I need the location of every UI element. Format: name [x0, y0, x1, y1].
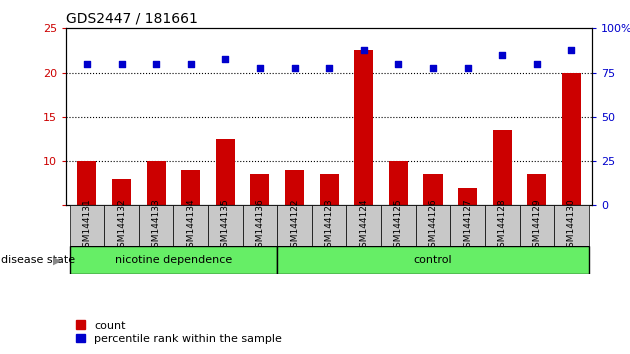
- Bar: [562, 73, 581, 205]
- FancyBboxPatch shape: [104, 205, 139, 246]
- Bar: [251, 175, 270, 205]
- Point: [117, 61, 127, 67]
- Bar: [147, 161, 166, 205]
- Point: [151, 61, 161, 67]
- FancyBboxPatch shape: [173, 205, 208, 246]
- Text: GDS2447 / 181661: GDS2447 / 181661: [66, 12, 198, 26]
- Point: [324, 65, 334, 71]
- FancyBboxPatch shape: [208, 205, 243, 246]
- FancyBboxPatch shape: [312, 205, 347, 246]
- Point: [532, 61, 542, 67]
- Bar: [285, 170, 304, 205]
- Bar: [493, 130, 512, 205]
- Bar: [181, 170, 200, 205]
- Point: [290, 65, 300, 71]
- Text: disease state: disease state: [1, 255, 76, 265]
- Point: [462, 65, 472, 71]
- FancyBboxPatch shape: [554, 205, 589, 246]
- FancyBboxPatch shape: [243, 205, 277, 246]
- Point: [497, 52, 507, 58]
- Point: [393, 61, 403, 67]
- Text: GSM144134: GSM144134: [186, 198, 195, 253]
- FancyBboxPatch shape: [381, 205, 416, 246]
- Bar: [319, 175, 339, 205]
- Text: GSM144133: GSM144133: [152, 198, 161, 253]
- Point: [186, 61, 196, 67]
- Text: GSM144135: GSM144135: [221, 198, 230, 253]
- Bar: [527, 175, 546, 205]
- Bar: [458, 188, 477, 205]
- Legend: count, percentile rank within the sample: count, percentile rank within the sample: [72, 316, 286, 348]
- FancyBboxPatch shape: [450, 205, 485, 246]
- Text: GSM144127: GSM144127: [463, 198, 472, 253]
- Bar: [423, 175, 442, 205]
- FancyBboxPatch shape: [277, 246, 589, 274]
- Text: GSM144125: GSM144125: [394, 198, 403, 253]
- Point: [428, 65, 438, 71]
- Bar: [389, 161, 408, 205]
- Text: GSM144136: GSM144136: [255, 198, 265, 253]
- FancyBboxPatch shape: [69, 246, 277, 274]
- Text: GSM144130: GSM144130: [567, 198, 576, 253]
- Bar: [354, 51, 374, 205]
- Text: GSM144123: GSM144123: [324, 198, 334, 253]
- Text: control: control: [414, 255, 452, 265]
- FancyBboxPatch shape: [277, 205, 312, 246]
- Point: [82, 61, 92, 67]
- Text: ▶: ▶: [54, 255, 62, 265]
- Text: GSM144131: GSM144131: [83, 198, 91, 253]
- Point: [358, 48, 369, 53]
- Text: GSM144128: GSM144128: [498, 198, 507, 253]
- FancyBboxPatch shape: [520, 205, 554, 246]
- FancyBboxPatch shape: [485, 205, 520, 246]
- Text: GSM144132: GSM144132: [117, 198, 126, 253]
- Bar: [216, 139, 235, 205]
- FancyBboxPatch shape: [139, 205, 173, 246]
- Text: GSM144122: GSM144122: [290, 199, 299, 253]
- Text: GSM144126: GSM144126: [428, 198, 437, 253]
- FancyBboxPatch shape: [69, 205, 104, 246]
- Text: nicotine dependence: nicotine dependence: [115, 255, 232, 265]
- FancyBboxPatch shape: [346, 205, 381, 246]
- Text: GSM144129: GSM144129: [532, 198, 541, 253]
- Bar: [77, 161, 96, 205]
- FancyBboxPatch shape: [416, 205, 450, 246]
- Point: [566, 48, 576, 53]
- Point: [255, 65, 265, 71]
- Bar: [112, 179, 131, 205]
- Text: GSM144124: GSM144124: [359, 199, 369, 253]
- Point: [220, 57, 231, 62]
